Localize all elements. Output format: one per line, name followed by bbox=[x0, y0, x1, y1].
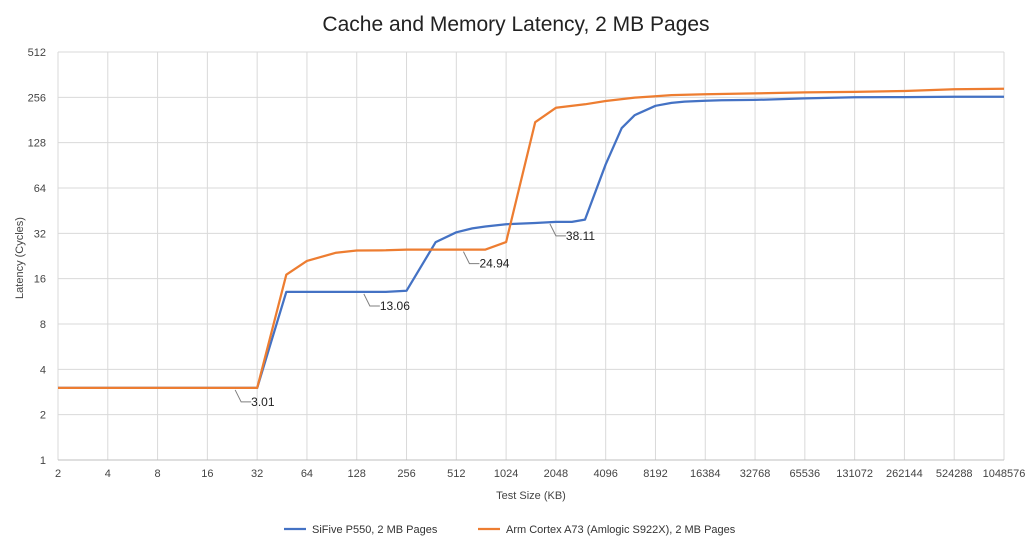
y-tick-label: 32 bbox=[34, 228, 46, 240]
annotation-leader bbox=[549, 223, 566, 237]
x-tick-label: 512 bbox=[447, 468, 465, 480]
x-tick-label: 65536 bbox=[790, 468, 821, 480]
y-tick-label: 2 bbox=[40, 410, 46, 422]
grid-lines bbox=[57, 51, 1005, 461]
x-tick-label: 2048 bbox=[544, 468, 568, 480]
x-tick-label: 256 bbox=[397, 468, 415, 480]
x-axis-ticks: 2 4 8 16 32 64 128 256 512 1024 2048 4096 8192 16384 3… bbox=[55, 468, 1025, 480]
x-tick-label: 524288 bbox=[936, 468, 973, 480]
y-axis-ticks: 1 2 4 8 16 32 64 128 256 512 bbox=[28, 47, 46, 467]
y-tick-label: 512 bbox=[28, 47, 46, 59]
chart-title: Cache and Memory Latency, 2 MB Pages bbox=[322, 13, 709, 36]
legend-label-1: SiFive P550, 2 MB Pages bbox=[312, 524, 438, 536]
annotation-label: 38.11 bbox=[566, 229, 595, 243]
annotation-label: 3.01 bbox=[251, 395, 275, 409]
y-axis-label: Latency (Cycles) bbox=[14, 217, 26, 299]
y-tick-label: 16 bbox=[34, 274, 46, 286]
annotation-label: 24.94 bbox=[479, 257, 509, 271]
y-tick-label: 128 bbox=[28, 138, 46, 150]
x-tick-label: 8192 bbox=[643, 468, 667, 480]
x-tick-label: 16384 bbox=[690, 468, 721, 480]
legend-label-2: Arm Cortex A73 (Amlogic S922X), 2 MB Pag… bbox=[506, 524, 736, 536]
x-axis-label: Test Size (KB) bbox=[496, 490, 566, 502]
series-line-2 bbox=[58, 87, 1005, 390]
x-tick-label: 32768 bbox=[740, 468, 771, 480]
x-tick-label: 4096 bbox=[593, 468, 617, 480]
x-tick-label: 4 bbox=[105, 468, 111, 480]
x-tick-label: 16 bbox=[201, 468, 213, 480]
x-tick-label: 64 bbox=[301, 468, 313, 480]
x-tick-label: 1048576 bbox=[983, 468, 1026, 480]
annotation-label: 13.06 bbox=[380, 299, 410, 313]
x-tick-label: 262144 bbox=[886, 468, 923, 480]
y-tick-label: 8 bbox=[40, 319, 46, 331]
x-tick-label: 1024 bbox=[494, 468, 518, 480]
series-line-1 bbox=[58, 95, 1004, 390]
x-tick-label: 2 bbox=[55, 468, 61, 480]
y-tick-label: 64 bbox=[34, 183, 46, 195]
x-tick-label: 128 bbox=[348, 468, 366, 480]
x-tick-label: 32 bbox=[251, 468, 263, 480]
annotation-leader bbox=[234, 389, 252, 403]
annotation-leader bbox=[363, 293, 380, 307]
y-tick-label: 1 bbox=[40, 455, 46, 467]
annotation-leader bbox=[462, 251, 480, 265]
y-tick-label: 256 bbox=[28, 92, 46, 104]
y-tick-label: 4 bbox=[40, 364, 46, 376]
data-annotations: 3.01 13.06 24.94 38.11 bbox=[234, 223, 595, 409]
x-tick-label: 8 bbox=[155, 468, 161, 480]
series-lines bbox=[58, 87, 1005, 390]
x-tick-label: 131072 bbox=[836, 468, 873, 480]
legend: SiFive P550, 2 MB Pages Arm Cortex A73 (A… bbox=[284, 524, 736, 536]
